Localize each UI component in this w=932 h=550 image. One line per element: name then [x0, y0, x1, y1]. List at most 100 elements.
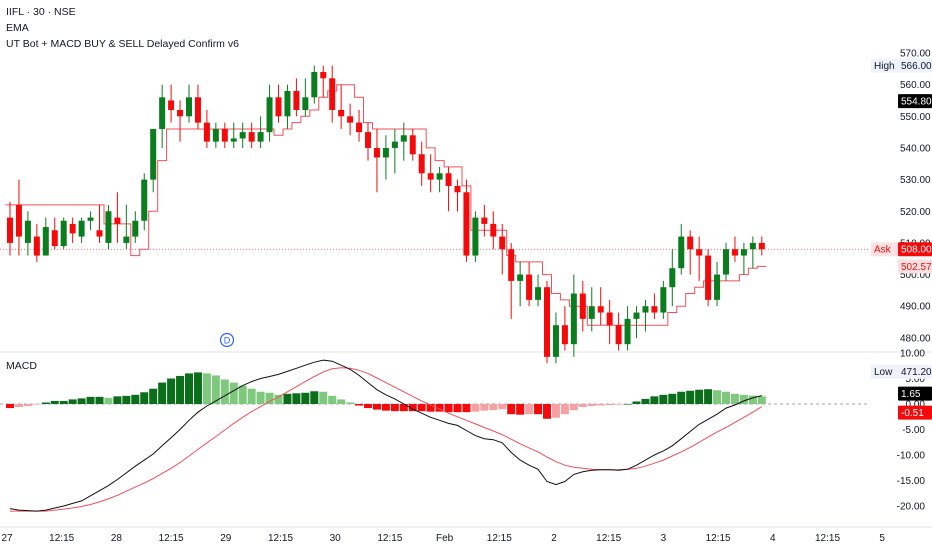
low-tag-label-bg	[871, 364, 899, 379]
price-tick-label: 540.00	[900, 143, 931, 154]
candle-body	[526, 274, 533, 300]
candle	[311, 65, 318, 104]
time-tick-label: Feb	[436, 533, 454, 544]
candle-body	[624, 318, 631, 345]
high-tag-label-bg	[871, 58, 899, 73]
candle	[203, 109, 210, 148]
time-tick-label: 28	[111, 533, 123, 544]
candle-body	[391, 141, 398, 148]
histogram-bar	[704, 389, 713, 404]
candle	[51, 217, 58, 250]
candle-body	[561, 325, 568, 345]
candle	[221, 122, 228, 148]
candle-body	[544, 287, 550, 357]
histogram-bar	[453, 404, 462, 413]
candle	[87, 211, 94, 231]
histogram-bar	[319, 391, 328, 404]
legend-strategy[interactable]: UT Bot + MACD BUY & SELL Delayed Confirm…	[6, 38, 239, 50]
histogram-bar	[113, 396, 122, 404]
histogram-bar	[677, 391, 686, 404]
candle	[373, 128, 380, 193]
histogram-bar	[149, 388, 158, 404]
candle-body	[517, 274, 524, 281]
histogram-bar	[131, 394, 140, 404]
macd-axis[interactable]: 10.00 5.00 0.00 -5.00 -10.00 -15.00 -20.00	[897, 349, 926, 513]
candle-body	[239, 132, 246, 139]
candle	[758, 236, 765, 256]
histogram-bar	[408, 404, 417, 412]
candle	[159, 84, 166, 148]
candle-body	[382, 147, 389, 158]
candle	[78, 217, 85, 243]
candle	[454, 179, 461, 212]
candle	[194, 84, 201, 129]
time-tick-label: 27	[1, 533, 13, 544]
candle-body	[400, 135, 407, 142]
histogram-bar	[337, 399, 346, 404]
candle-body	[409, 135, 416, 155]
high-tag-label: High	[874, 61, 895, 72]
candle	[418, 141, 425, 186]
candle	[293, 78, 300, 117]
low-tag-value-bg	[898, 364, 932, 379]
candle-body	[454, 185, 461, 193]
candle-body	[320, 71, 327, 79]
dividend-marker[interactable]: D	[219, 332, 235, 348]
histogram-bar	[328, 395, 337, 404]
histogram-bar	[176, 375, 185, 404]
candle-body	[579, 293, 586, 319]
price-axis[interactable]: 570.00560.00550.00540.00530.00520.00510.…	[900, 49, 931, 345]
candle-body	[472, 217, 479, 256]
histogram-bar	[292, 393, 301, 404]
candle	[15, 179, 22, 256]
time-tick-label: 12:15	[49, 533, 74, 544]
histogram-bar	[220, 379, 229, 404]
candle	[168, 84, 175, 123]
candle-body	[51, 230, 58, 247]
candle-body	[257, 132, 264, 142]
price-tick-label: 500.00	[900, 270, 931, 281]
histogram-bar	[310, 391, 319, 404]
histogram-bar	[355, 404, 364, 406]
candle-body	[132, 220, 139, 237]
candle-body	[69, 223, 76, 234]
candle	[749, 236, 756, 269]
candle	[302, 78, 309, 117]
histogram-bar	[462, 404, 471, 413]
trailing-stop-path	[5, 84, 767, 326]
candle	[526, 261, 533, 307]
candle	[651, 293, 658, 319]
legend-macd[interactable]: MACD	[6, 360, 37, 372]
candle-body	[660, 287, 667, 313]
time-axis[interactable]: 27 12:15 28 12:15 29 12:15 30 12:15 Feb 12:15 2 12:…	[1, 533, 885, 544]
legend-symbol[interactable]: IIFL · 30 · NSE	[6, 6, 76, 18]
candle	[257, 116, 264, 148]
signal-tag: -0.51	[898, 405, 932, 420]
candle-body	[212, 128, 219, 142]
ask-tag-label-bg	[871, 242, 899, 257]
candle-body	[293, 90, 300, 110]
histogram-bar	[641, 398, 650, 404]
candle	[329, 65, 336, 123]
candle-body	[159, 97, 166, 129]
candle-body	[427, 173, 434, 180]
histogram-bar	[471, 404, 480, 412]
candle	[400, 122, 407, 161]
candle-body	[141, 179, 148, 221]
signal-tag-value-bg	[898, 405, 932, 420]
stop-tag-value-bg	[898, 259, 932, 274]
macd-tick-label: -10.00	[897, 451, 926, 462]
candle-body	[499, 236, 506, 250]
candle	[669, 249, 676, 307]
ema-tag-value: 554.80	[901, 97, 932, 108]
candle-body	[696, 249, 703, 256]
time-tick-label: 12:15	[487, 533, 512, 544]
histogram-bar	[86, 396, 95, 404]
candle	[481, 204, 488, 237]
candle-body	[105, 211, 112, 243]
legend-ema[interactable]: EMA	[6, 22, 29, 34]
ema-tag: 554.80	[898, 94, 932, 109]
candle-body	[275, 97, 282, 117]
signal-line	[10, 367, 763, 512]
